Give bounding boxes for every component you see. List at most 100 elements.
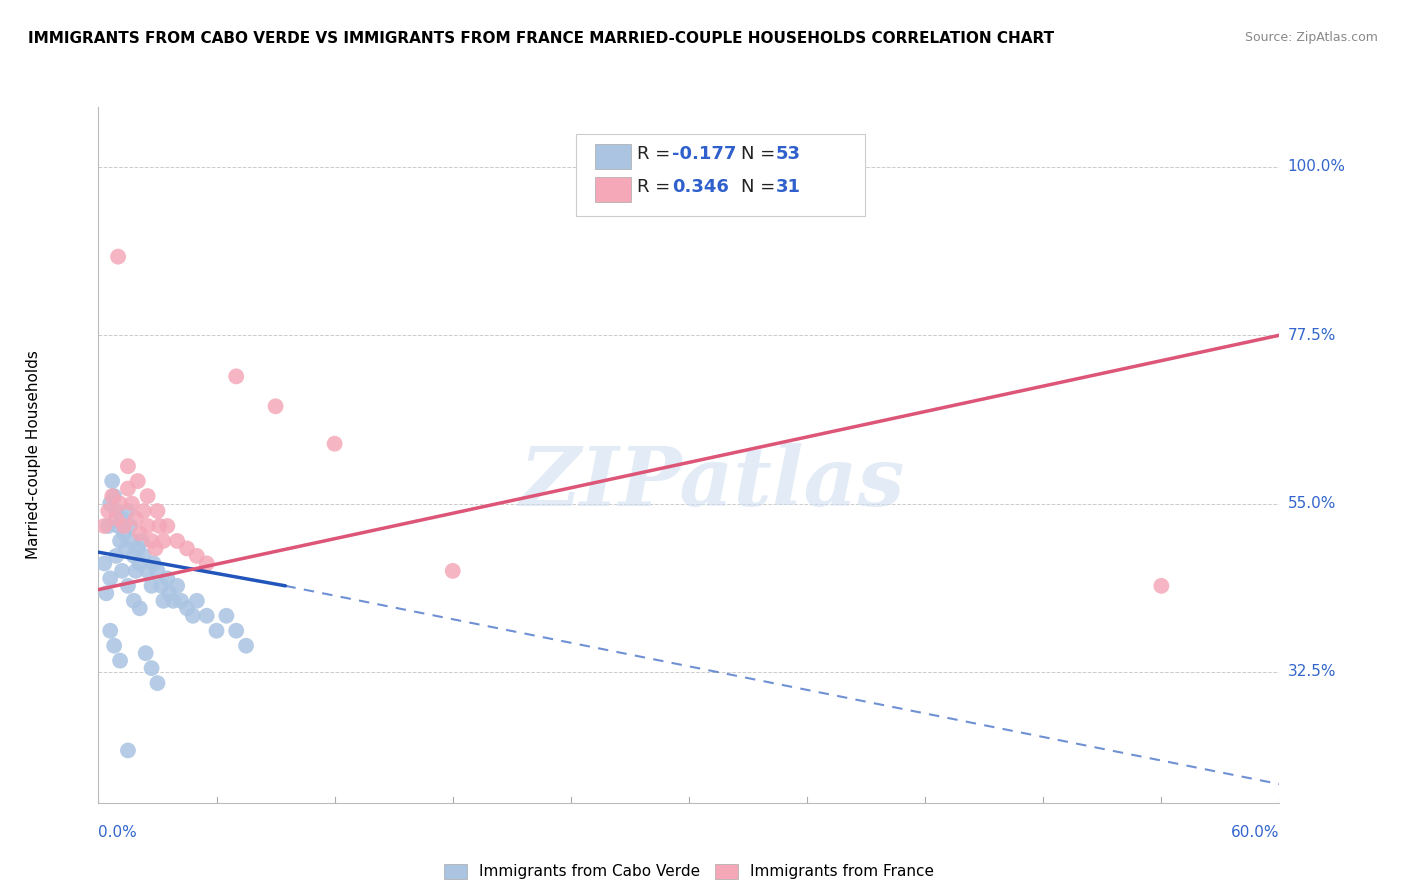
Point — [148, 519, 170, 533]
Point — [156, 571, 179, 585]
Point — [323, 436, 346, 450]
Point — [225, 624, 247, 638]
Point — [122, 594, 145, 608]
Point — [166, 533, 188, 548]
Point — [98, 497, 121, 511]
Point — [136, 519, 159, 533]
Point — [118, 519, 141, 533]
Point — [117, 743, 139, 757]
Point — [157, 586, 180, 600]
Point — [150, 579, 173, 593]
Point — [101, 489, 124, 503]
Point — [441, 564, 464, 578]
Point — [162, 594, 184, 608]
Text: ZIPatlas: ZIPatlas — [520, 442, 905, 523]
Point — [105, 511, 128, 525]
Point — [142, 557, 165, 571]
Point — [121, 497, 143, 511]
Point — [195, 608, 218, 623]
Point — [146, 676, 169, 690]
Point — [1150, 579, 1173, 593]
Point — [145, 541, 167, 556]
Point — [264, 399, 287, 413]
Point — [176, 541, 198, 556]
Text: 60.0%: 60.0% — [1232, 825, 1279, 840]
Point — [112, 519, 135, 533]
Point — [128, 557, 150, 571]
Point — [128, 526, 150, 541]
Point — [132, 504, 155, 518]
Point — [115, 541, 138, 556]
Point — [103, 639, 125, 653]
Point — [107, 519, 129, 533]
Point — [105, 504, 128, 518]
Point — [152, 533, 174, 548]
Point — [117, 504, 139, 518]
Point — [111, 511, 134, 525]
Point — [152, 594, 174, 608]
Point — [135, 646, 157, 660]
Point — [225, 369, 247, 384]
Text: -0.177: -0.177 — [672, 145, 737, 163]
Point — [136, 564, 159, 578]
Text: 55.0%: 55.0% — [1288, 496, 1336, 511]
Point — [105, 549, 128, 563]
Point — [117, 482, 139, 496]
Text: N =: N = — [741, 145, 780, 163]
Point — [215, 608, 238, 623]
Point — [166, 579, 188, 593]
Point — [186, 594, 208, 608]
Point — [101, 474, 124, 488]
Point — [195, 557, 218, 571]
Point — [170, 594, 193, 608]
Point — [108, 533, 131, 548]
Text: IMMIGRANTS FROM CABO VERDE VS IMMIGRANTS FROM FRANCE MARRIED-COUPLE HOUSEHOLDS C: IMMIGRANTS FROM CABO VERDE VS IMMIGRANTS… — [28, 31, 1054, 46]
Text: 0.0%: 0.0% — [98, 825, 138, 840]
Point — [146, 504, 169, 518]
Point — [146, 564, 169, 578]
Text: R =: R = — [637, 145, 676, 163]
Text: 0.346: 0.346 — [672, 178, 728, 196]
Point — [128, 601, 150, 615]
Point — [141, 579, 163, 593]
Point — [103, 489, 125, 503]
Point — [141, 661, 163, 675]
Point — [117, 459, 139, 474]
Text: 31: 31 — [776, 178, 801, 196]
Point — [93, 519, 115, 533]
Point — [125, 511, 148, 525]
Point — [112, 526, 135, 541]
Text: Source: ZipAtlas.com: Source: ZipAtlas.com — [1244, 31, 1378, 45]
Point — [108, 654, 131, 668]
Point — [176, 601, 198, 615]
Text: 77.5%: 77.5% — [1288, 327, 1336, 343]
Point — [141, 533, 163, 548]
Point — [127, 541, 149, 556]
Point — [122, 549, 145, 563]
Text: 53: 53 — [776, 145, 801, 163]
Legend: Immigrants from Cabo Verde, Immigrants from France: Immigrants from Cabo Verde, Immigrants f… — [437, 857, 941, 886]
Text: 32.5%: 32.5% — [1288, 665, 1336, 680]
Point — [156, 519, 179, 533]
Point — [93, 557, 115, 571]
Point — [98, 571, 121, 585]
Point — [125, 564, 148, 578]
Point — [136, 489, 159, 503]
Point — [97, 519, 120, 533]
Point — [107, 250, 129, 264]
Point — [127, 474, 149, 488]
Point — [186, 549, 208, 563]
Point — [96, 586, 118, 600]
Point — [111, 564, 134, 578]
Text: Married-couple Households: Married-couple Households — [25, 351, 41, 559]
Text: R =: R = — [637, 178, 676, 196]
Point — [235, 639, 257, 653]
Point — [205, 624, 228, 638]
Point — [132, 549, 155, 563]
Point — [181, 608, 204, 623]
Point — [131, 533, 153, 548]
Text: N =: N = — [741, 178, 780, 196]
Point — [97, 504, 120, 518]
Point — [121, 533, 143, 548]
Text: 100.0%: 100.0% — [1288, 160, 1346, 175]
